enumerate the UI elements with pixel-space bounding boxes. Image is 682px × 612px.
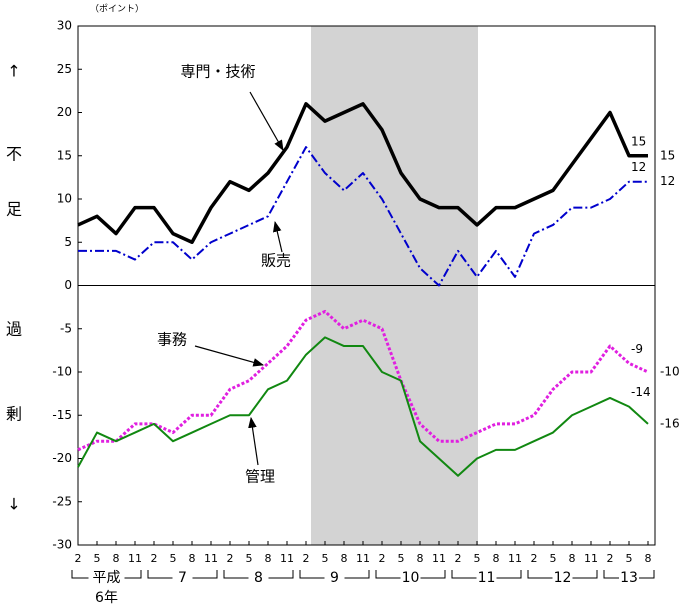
x-tick-label: 11 [356,552,370,565]
series-line [77,102,648,244]
year-label: 12 [554,570,572,586]
x-tick-label: 11 [508,552,522,565]
year-bracket [451,570,522,579]
x-tick-label: 5 [94,552,101,565]
data-label: 15 [660,148,675,162]
x-tick-label: 5 [170,552,177,565]
series-annotation: 管理 [245,468,275,486]
year-label: 6年 [95,590,118,606]
x-tick-label: 5 [398,552,405,565]
x-tick-label: 11 [432,552,446,565]
x-tick-label: 5 [322,552,329,565]
y-tick-label: 20 [57,105,72,119]
data-label: -10 [660,365,680,379]
x-tick-label: 8 [493,552,500,565]
y-side-label: 過 [6,320,22,339]
year-bracket [71,570,142,579]
y-tick-label: 25 [57,62,72,76]
x-tick-label: 2 [227,552,234,565]
unit-label: （ポイント） [90,4,144,15]
y-tick-label: -25 [52,494,72,508]
era-label: 平成 [93,570,121,586]
x-tick-label: 2 [303,552,310,565]
x-tick-label: 8 [645,552,652,565]
x-tick-label: 5 [550,552,557,565]
y-side-label: ↑ [7,62,20,81]
y-tick-label: -10 [52,365,72,379]
annotation-arrows [194,91,284,466]
year-bracket [527,570,598,579]
y-tick-label: 5 [64,235,72,249]
x-tick-label: 8 [189,552,196,565]
x-tick-label: 5 [246,552,253,565]
series-annotation: 販売 [261,252,291,270]
year-label: 9 [330,570,339,586]
year-bracket [223,570,294,579]
x-tick-label: 2 [151,552,158,565]
x-tick-label: 2 [75,552,82,565]
x-tick-label: 2 [455,552,462,565]
data-label: 12 [660,174,675,188]
series-line [78,146,648,287]
y-tick-label: 15 [57,148,72,162]
series-annotation: 専門・技術 [180,63,255,81]
y-side-label: 不 [6,145,22,164]
series-line [77,309,649,452]
x-tick-label: 2 [379,552,386,565]
year-bracket [603,570,655,579]
x-tick-label: 2 [531,552,538,565]
x-tick-label: 8 [569,552,576,565]
data-label: -9 [631,342,643,356]
year-bracket [375,570,446,579]
y-side-label: ↓ [7,495,20,514]
series-annotation: 事務 [157,331,187,349]
y-tick-label: 0 [64,278,72,292]
year-label: 7 [178,570,187,586]
y-tick-label: 30 [57,19,72,33]
x-tick-label: 5 [626,552,633,565]
y-tick-label: -30 [52,538,72,552]
year-label: 11 [478,570,496,586]
data-label: 12 [631,160,646,174]
x-tick-label: 5 [474,552,481,565]
x-tick-label: 11 [204,552,218,565]
year-label: 13 [620,570,638,586]
y-side-label: 足 [6,200,22,219]
year-bracket [299,570,370,579]
x-tick-label: 11 [128,552,142,565]
year-label: 10 [402,570,420,586]
x-tick-label: 8 [265,552,272,565]
data-label: 15 [631,134,646,148]
x-tick-label: 8 [417,552,424,565]
year-bracket [147,570,218,579]
y-tick-label: -15 [52,408,72,422]
x-tick-label: 11 [584,552,598,565]
x-tick-label: 2 [607,552,614,565]
y-tick-label: 10 [57,192,72,206]
y-tick-label: -20 [52,451,72,465]
y-side-label: 剰 [6,405,22,424]
data-label: -14 [631,385,651,399]
year-label: 8 [254,570,263,586]
x-tick-label: 11 [280,552,294,565]
series-line [77,336,649,477]
y-tick-label: -5 [60,321,72,335]
data-label: -16 [660,416,680,430]
x-tick-label: 8 [113,552,120,565]
x-tick-label: 8 [341,552,348,565]
